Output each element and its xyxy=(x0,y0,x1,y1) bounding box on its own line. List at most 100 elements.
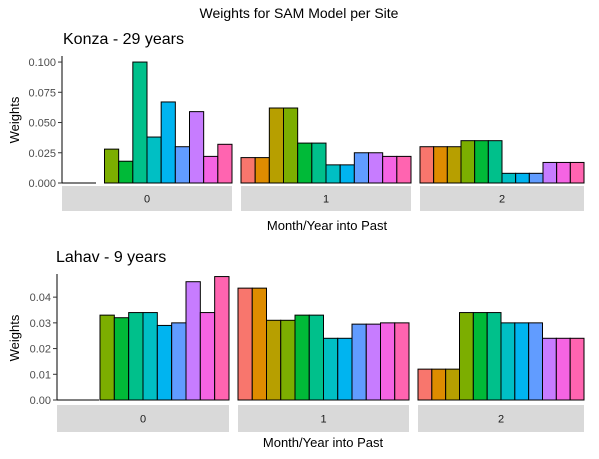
bar xyxy=(240,157,256,184)
y-tick-label: 0.00 xyxy=(30,395,51,407)
bar xyxy=(431,368,447,401)
bar xyxy=(514,322,530,401)
bar xyxy=(283,107,299,184)
chart-title: Lahav - 9 years xyxy=(56,249,166,266)
bar xyxy=(569,337,585,401)
bar xyxy=(337,337,353,401)
bar xyxy=(214,276,230,401)
y-tick-label: 0.03 xyxy=(30,318,51,330)
bar xyxy=(472,312,488,401)
bar xyxy=(382,155,398,184)
chart-2: Lahav - 9 years Weights Month/Year into Pa… xyxy=(7,249,585,450)
facet-strip-label: 1 xyxy=(323,194,329,206)
facet-panel-0: 0 xyxy=(62,61,233,211)
chart-1: Konza - 29 years Weights Month/Year into P… xyxy=(7,31,585,233)
facet-panel-0: 0 xyxy=(57,276,230,432)
figure-title: Weights for SAM Model per Site xyxy=(200,5,399,21)
bar xyxy=(268,107,284,184)
y-axis-title: Weights xyxy=(7,314,22,361)
bar xyxy=(433,146,448,184)
y-tick-label: 0.000 xyxy=(28,178,56,190)
bar xyxy=(294,314,310,401)
facet-strip-label: 2 xyxy=(499,194,505,206)
bar xyxy=(325,164,341,184)
facet-strip xyxy=(241,186,411,211)
bar xyxy=(445,368,461,401)
bar xyxy=(528,172,544,184)
bar xyxy=(311,142,327,184)
bar xyxy=(146,136,162,184)
bar xyxy=(266,319,282,401)
bar xyxy=(297,142,313,184)
bar xyxy=(501,172,517,184)
facet-panel-1: 1 xyxy=(240,107,412,211)
bar xyxy=(254,157,270,184)
bar xyxy=(160,101,176,184)
bar xyxy=(185,281,201,401)
bar xyxy=(217,143,233,184)
bar xyxy=(280,319,296,401)
facet-strip xyxy=(418,405,584,432)
bar xyxy=(113,317,130,401)
bar xyxy=(542,337,557,401)
bar xyxy=(308,314,324,401)
y-tick-label: 0.050 xyxy=(28,118,56,130)
facet-strip xyxy=(57,405,229,432)
bar xyxy=(353,152,369,184)
bar xyxy=(237,287,253,401)
bar xyxy=(515,172,530,184)
bar xyxy=(104,148,120,184)
facet-panel-2: 2 xyxy=(419,140,585,211)
bar xyxy=(486,312,502,401)
bar xyxy=(118,160,134,184)
bar xyxy=(365,323,381,401)
bar xyxy=(132,61,148,184)
facet-strip-label: 2 xyxy=(498,414,504,426)
bar xyxy=(199,312,216,401)
facet-strip-label: 0 xyxy=(144,194,150,206)
bar xyxy=(99,314,115,401)
bar xyxy=(460,140,476,184)
bar xyxy=(459,312,474,401)
facet-panel-2: 2 xyxy=(417,312,585,432)
bar xyxy=(174,146,191,184)
facet-strip-label: 0 xyxy=(140,414,146,426)
bar xyxy=(171,322,187,401)
y-tick-label: 0.01 xyxy=(30,369,51,381)
facet-strip xyxy=(238,405,409,432)
y-axis-title: Weights xyxy=(7,96,22,143)
bar xyxy=(142,312,158,401)
y-tick-label: 0.04 xyxy=(30,292,51,304)
bar xyxy=(394,322,410,401)
bar xyxy=(528,322,543,401)
bar xyxy=(351,323,367,401)
plots-layer: Konza - 29 years Weights Month/Year into P… xyxy=(7,31,585,450)
bar xyxy=(419,146,435,184)
y-tick-label: 0.025 xyxy=(28,148,56,160)
bar xyxy=(251,287,267,401)
bar xyxy=(487,140,503,184)
facet-strip-label: 1 xyxy=(320,414,326,426)
bar xyxy=(417,368,433,401)
bar xyxy=(128,312,144,401)
bar xyxy=(396,155,412,184)
bar xyxy=(556,161,571,184)
bar xyxy=(323,337,339,401)
bar xyxy=(380,322,396,401)
bar xyxy=(500,322,516,401)
x-axis-title: Month/Year into Past xyxy=(263,435,384,450)
bar xyxy=(368,152,384,184)
bar xyxy=(569,161,585,184)
chart-title: Konza - 29 years xyxy=(63,31,184,48)
bar xyxy=(203,155,219,184)
bar xyxy=(189,111,205,184)
facet-strip xyxy=(420,186,584,211)
bar xyxy=(156,324,173,401)
bar xyxy=(339,164,355,184)
facet-panel-1: 1 xyxy=(237,287,410,432)
y-tick-label: 0.075 xyxy=(28,87,56,99)
bar xyxy=(555,337,571,401)
bar xyxy=(474,140,489,184)
y-tick-label: 0.02 xyxy=(30,344,51,356)
